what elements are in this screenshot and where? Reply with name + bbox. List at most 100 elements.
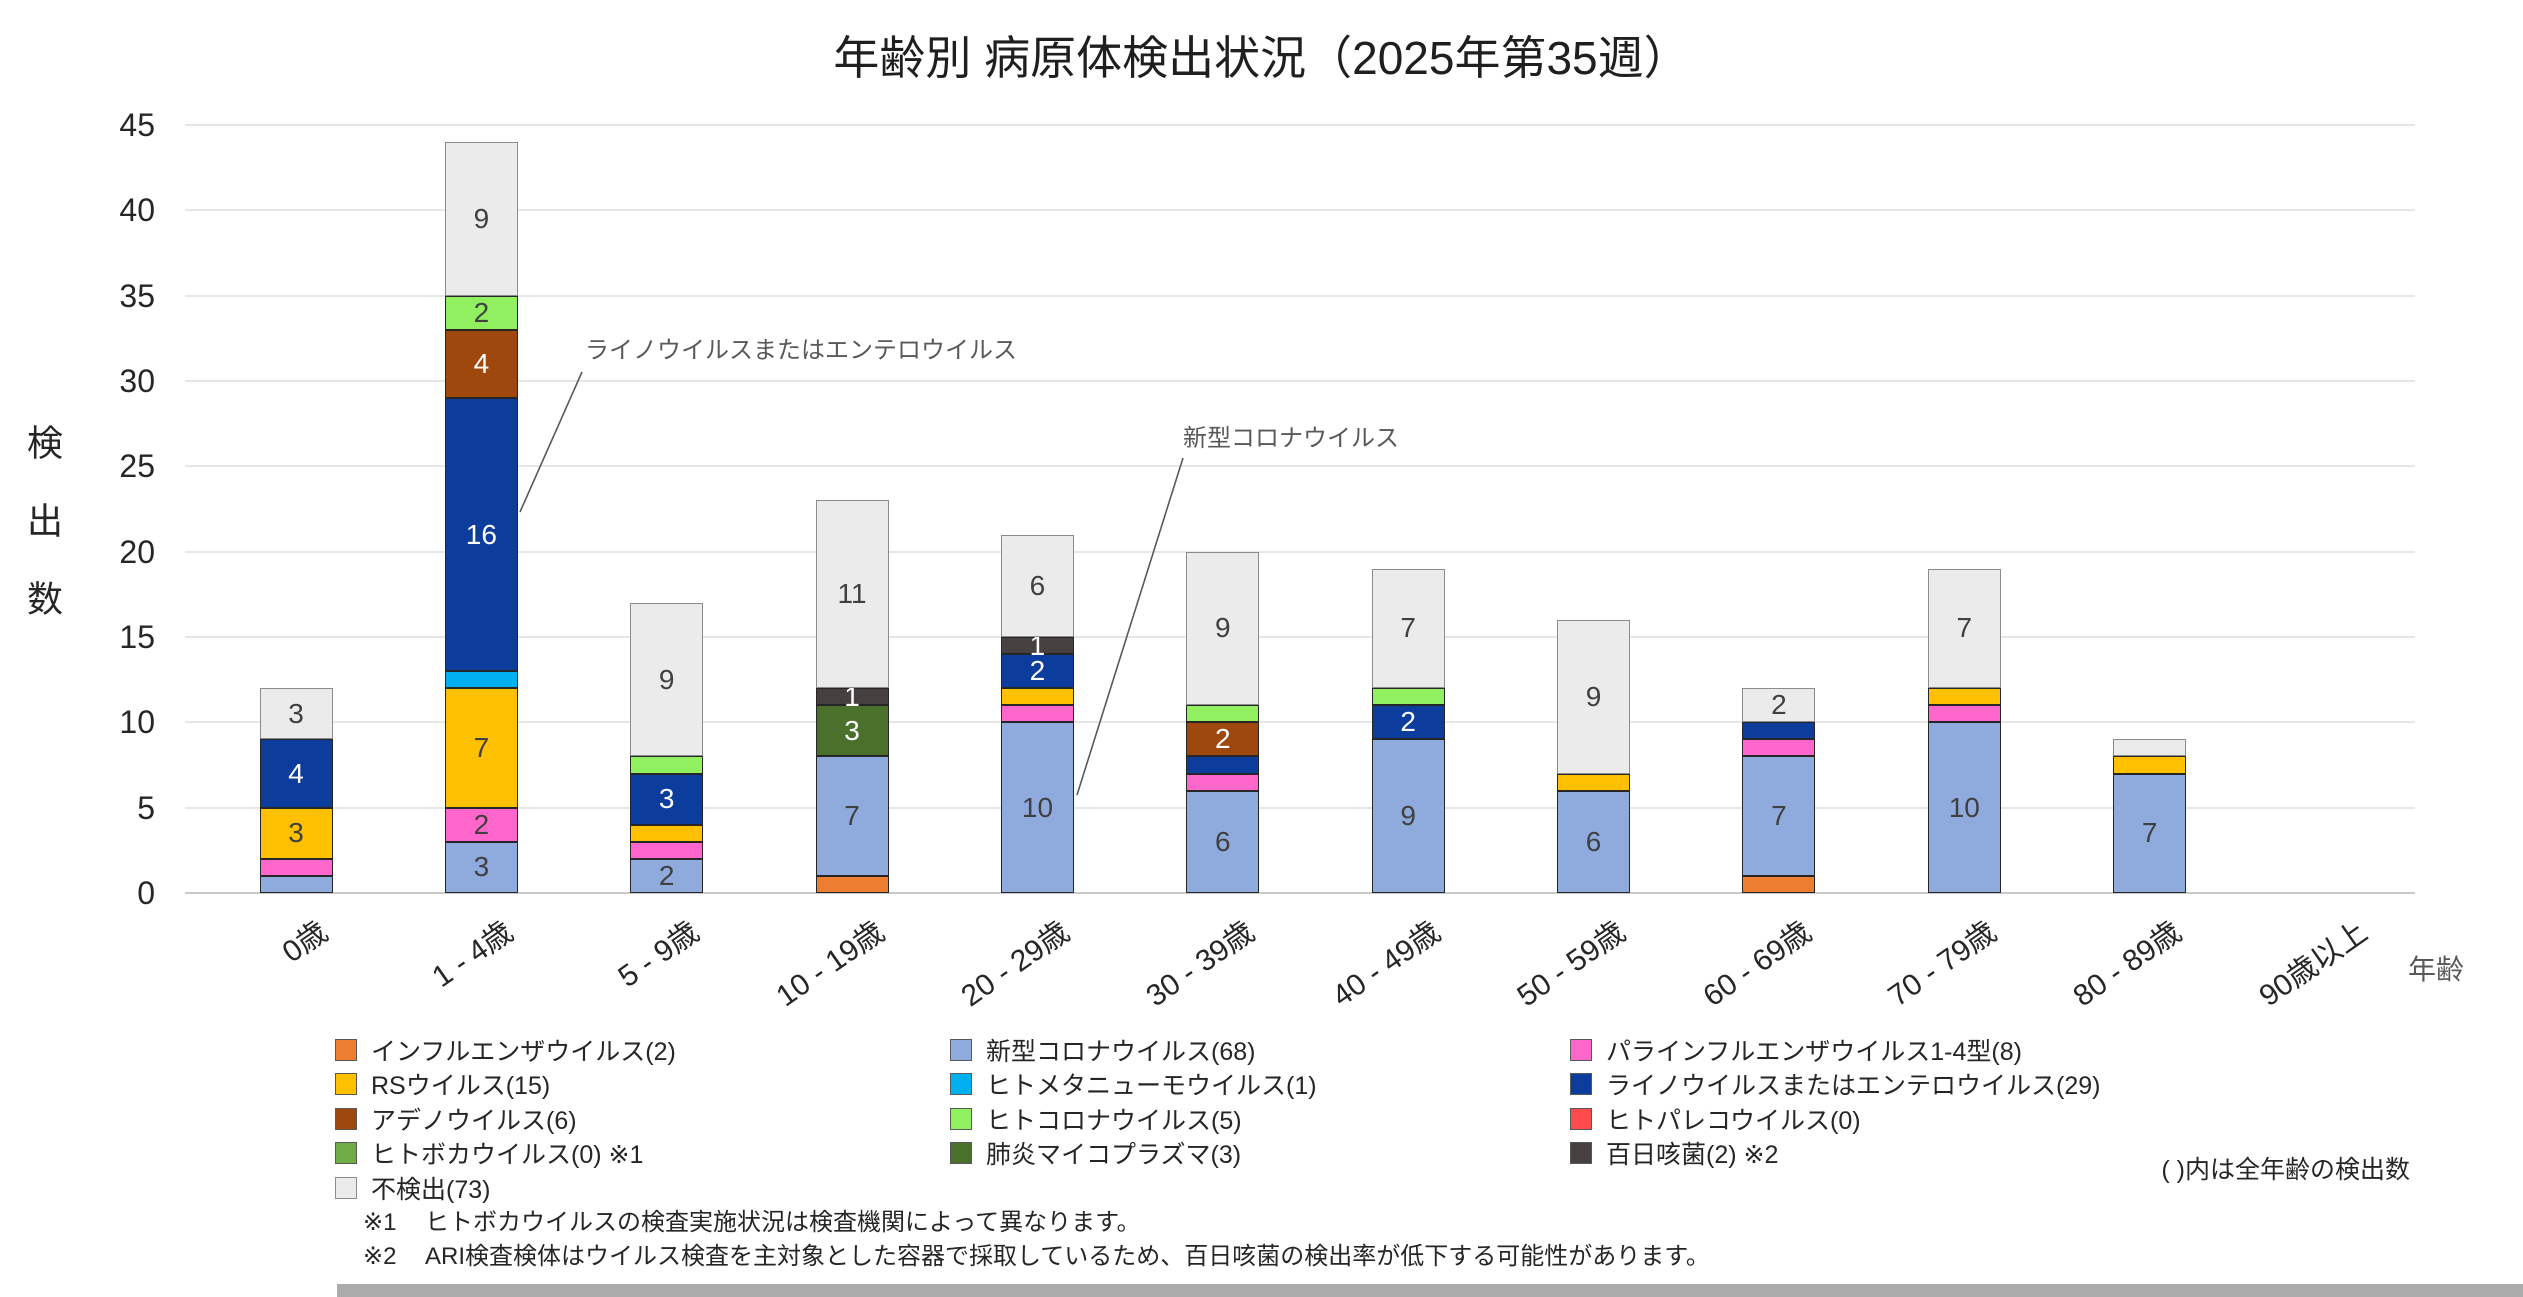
bar-segment-rs: [1927, 688, 2001, 706]
segment-label: 2: [473, 808, 490, 840]
bar-segment-parainfluenza: [1742, 739, 1816, 757]
segment-label: 3: [288, 697, 304, 729]
segment-label: 1: [844, 680, 860, 712]
legend-label: 肺炎マイコプラズマ(3): [986, 1141, 1242, 1169]
y-tick-label: 45: [119, 107, 155, 143]
y-tick-label: 20: [119, 533, 155, 570]
y-tick-label: 15: [119, 619, 155, 655]
legend-swatch-influenza: [335, 1038, 357, 1061]
bar-segment-covid: 10: [1927, 722, 2001, 893]
legend-swatch-parecho: [1570, 1107, 1592, 1130]
x-tick-label: 0歳: [276, 915, 335, 970]
gridline: [185, 465, 2415, 468]
legend-item: ライノウイルスまたはエンテロウイルス(29): [1570, 1072, 2100, 1100]
segment-label: 10: [1021, 791, 1054, 823]
footnote-marker: ※2: [363, 1243, 397, 1270]
gridline: [185, 721, 2415, 724]
x-tick-label: 60 - 69歳: [1696, 915, 1818, 1014]
legend-label: ヒトコロナウイルス(5): [986, 1106, 1242, 1135]
legend-label: アデノウイルス(6): [371, 1106, 577, 1135]
bar-segment-not_detected: 9: [1186, 551, 1260, 706]
legend-label: ライノウイルスまたはエンテロウイルス(29): [1606, 1072, 2101, 1100]
bar-segment-pertussis: 1: [815, 682, 889, 710]
legend-label: ヒトボカウイルス(0) ※1: [371, 1141, 644, 1169]
gridline: [185, 892, 2415, 894]
bar-segment-not_detected: 7: [1371, 568, 1445, 689]
legend-item: 新型コロナウイルス(68): [950, 1038, 1317, 1066]
segment-label: 16: [465, 518, 497, 550]
bar-segment-not_detected: [2113, 739, 2187, 757]
segment-label: 7: [844, 800, 860, 832]
bar-segment-not_detected: 3: [259, 688, 333, 740]
x-tick-label: 1 - 4歳: [426, 915, 520, 995]
legend-label: パラインフルエンザウイルス1-4型(8): [1606, 1037, 2022, 1066]
legend-swatch-covid: [950, 1038, 972, 1061]
x-tick-label: 10 - 19歳: [770, 915, 891, 1014]
legend-label: ヒトメタニューモウイルス(1): [986, 1072, 1317, 1100]
bar-segment-influenza: [815, 875, 889, 893]
legend-item: ヒトボカウイルス(0) ※1: [335, 1141, 676, 1169]
legend-item: ヒトメタニューモウイルス(1): [950, 1072, 1317, 1100]
gridline: [185, 550, 2415, 553]
x-tick-label: 30 - 39歳: [1140, 915, 1261, 1014]
segment-label: 3: [658, 783, 675, 815]
y-tick-label: 10: [119, 704, 155, 741]
legend-label: 百日咳菌(2) ※2: [1606, 1141, 1779, 1169]
annotation-label: 新型コロナウイルス: [1183, 425, 1399, 452]
bar-segment-rs: [630, 824, 704, 842]
bar-segment-rs: [2113, 756, 2187, 774]
bar-segment-metapneumo: [444, 671, 518, 689]
legend-swatch-rhino_entero: [1570, 1073, 1592, 1095]
bar-segment-rhino_entero: 16: [444, 398, 518, 672]
footnote-text: ヒトボカウイルスの検査実施状況は検査機関によって異なります。: [425, 1209, 1141, 1236]
bar-segment-influenza: [1742, 875, 1816, 893]
bar-segment-covid: 7: [1742, 756, 1816, 876]
bar-segment-pertussis: 1: [1000, 631, 1074, 659]
legend-swatch-adeno: [335, 1107, 357, 1130]
bar-segment-rhino_entero: [1742, 722, 1816, 740]
x-tick-label: 40 - 49歳: [1326, 915, 1447, 1014]
legend-item: パラインフルエンザウイルス1-4型(8): [1570, 1038, 2100, 1066]
bar-segment-rs: 7: [444, 688, 518, 808]
legend-item: インフルエンザウイルス(2): [335, 1038, 676, 1066]
x-axis-title: 年齢: [2408, 954, 2465, 985]
x-tick-label: 50 - 59歳: [1511, 915, 1632, 1014]
bar-segment-not_detected: 11: [815, 500, 889, 689]
bar-segment-parainfluenza: [1186, 773, 1260, 791]
segment-label: 7: [473, 731, 490, 763]
legend-column: インフルエンザウイルス(2) RSウイルス(15) アデノウイルス(6) ヒトボカウイ…: [335, 1038, 676, 1211]
bar-segment-rhino_entero: [1186, 756, 1260, 774]
legend-item: ヒトパレコウイルス(0): [1570, 1107, 2100, 1135]
legend-swatch-mycoplasma: [950, 1142, 972, 1164]
footnote-text: ARI検査検体はウイルス検査を主対象とした容器で採取しているため、百日咳菌の検出…: [425, 1243, 1710, 1270]
segment-label: 9: [1400, 800, 1416, 832]
segment-label: 3: [844, 714, 860, 746]
segment-label: 10: [1948, 791, 1980, 823]
y-tick-label: 5: [137, 789, 155, 826]
x-tick-label: 80 - 89歳: [2067, 915, 2188, 1014]
bar-segment-not_detected: 9: [630, 602, 704, 757]
x-tick-label: 70 - 79歳: [1882, 915, 2003, 1014]
legend-swatch-metapneumo: [950, 1073, 972, 1095]
bar-segment-not_detected: 9: [444, 142, 518, 296]
segment-label: 9: [658, 663, 675, 695]
bar-segment-covid: 6: [1557, 790, 1631, 893]
legend-swatch-not_detected: [335, 1176, 357, 1199]
bar-segment-hcov: [630, 756, 704, 774]
segment-label: 6: [1215, 825, 1231, 857]
legend-label: ヒトパレコウイルス(0): [1606, 1106, 1861, 1135]
legend-item: 不検出(73): [335, 1176, 676, 1204]
footnote-marker: ※1: [363, 1209, 397, 1236]
segment-label: 7: [1400, 612, 1416, 644]
legend-item: ヒトコロナウイルス(5): [950, 1107, 1317, 1135]
legend-swatch-pertussis: [1570, 1142, 1592, 1164]
segment-label: 9: [1585, 680, 1602, 712]
segment-label: 7: [2141, 817, 2158, 849]
paren-note: ( )内は全年齢の検出数: [2161, 1156, 2410, 1184]
bar-segment-not_detected: 9: [1557, 619, 1631, 774]
segment-label: 2: [1771, 689, 1787, 721]
bar-segment-covid: 6: [1186, 790, 1260, 893]
bar-segment-parainfluenza: 2: [444, 807, 518, 842]
y-tick-label: 30: [119, 363, 155, 399]
